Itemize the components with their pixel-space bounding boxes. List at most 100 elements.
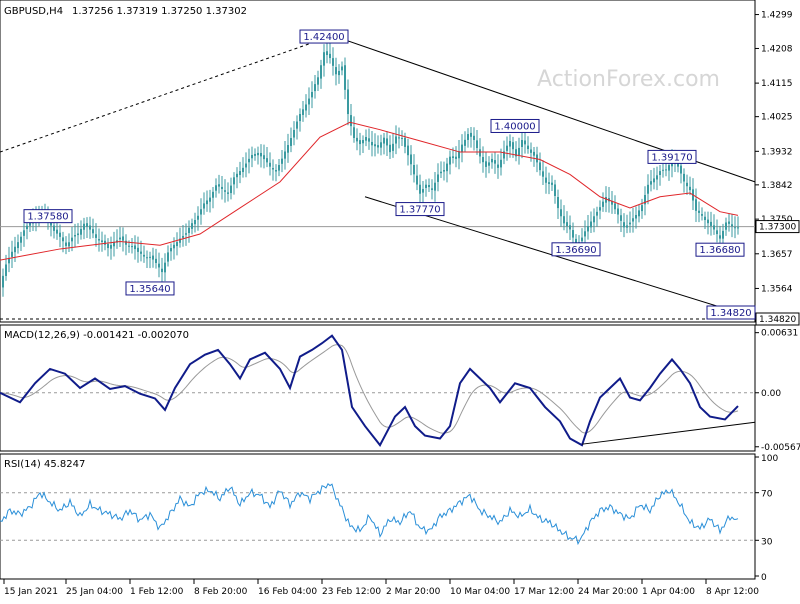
candle-body	[260, 152, 262, 157]
x-axis-label: 1 Apr 04:00	[642, 587, 695, 597]
price-panel[interactable]	[0, 0, 756, 323]
candle-body	[632, 218, 634, 222]
candle-body	[191, 223, 193, 229]
candle-body	[716, 230, 718, 235]
x-axis-label: 10 Mar 04:00	[450, 587, 510, 597]
x-axis-label: 1 Feb 12:00	[130, 587, 184, 597]
candle-body	[719, 235, 721, 239]
candle-body	[545, 177, 547, 183]
rsi-axis-label: 0	[761, 573, 767, 583]
candle-body	[134, 245, 136, 250]
candle-body	[146, 257, 148, 259]
price-annotation-label: 1.36680	[699, 245, 740, 256]
x-axis-label: 23 Feb 12:00	[322, 587, 381, 597]
candle-body	[677, 162, 679, 167]
price-annotation-box	[695, 242, 745, 257]
candle-body	[551, 182, 553, 185]
candle-body	[278, 165, 280, 171]
candle-body	[380, 142, 382, 148]
candle-body	[557, 196, 559, 209]
price-annotation-box	[395, 202, 445, 217]
candle-body	[614, 203, 616, 210]
candle-body	[422, 189, 424, 193]
candle-body	[176, 242, 178, 247]
candle-body	[65, 242, 67, 246]
rsi-panel[interactable]	[0, 453, 756, 580]
candle-body	[326, 51, 328, 56]
candle-body	[272, 167, 274, 170]
candle-body	[227, 192, 229, 194]
price-annotation-box	[490, 118, 540, 133]
candle-body	[110, 245, 112, 249]
price-axis-label: 1.4025	[761, 113, 793, 123]
candle-body	[53, 225, 55, 231]
rsi-label: RSI(14) 45.8247	[4, 459, 85, 470]
candle-body	[683, 173, 685, 182]
candle-body	[518, 147, 520, 156]
x-axis-label: 8 Apr 12:00	[706, 587, 759, 597]
candle-body	[353, 127, 355, 139]
candle-body	[563, 216, 565, 224]
candle-body	[542, 171, 544, 177]
candle-body	[194, 220, 196, 225]
moving-average-line	[0, 121, 739, 261]
candle-body	[392, 143, 394, 151]
macd-panel[interactable]	[0, 324, 756, 452]
candle-body	[206, 200, 208, 205]
candle-body	[188, 227, 190, 234]
candle-body	[254, 153, 256, 156]
candle-body	[335, 67, 337, 75]
candle-body	[377, 145, 379, 148]
candle-body	[296, 121, 298, 129]
candle-body	[287, 145, 289, 153]
candle-body	[233, 177, 235, 185]
candle-body	[224, 190, 226, 192]
candle-body	[419, 184, 421, 194]
candle-body	[152, 255, 154, 260]
candle-body	[251, 154, 253, 159]
candle-body	[728, 221, 730, 224]
candle-body	[554, 184, 556, 197]
macd-layer	[0, 334, 756, 447]
candle-body	[119, 237, 121, 240]
candle-body	[416, 175, 418, 185]
candle-body	[707, 219, 709, 224]
price-annotation-box	[299, 29, 349, 44]
candle-body	[389, 144, 391, 153]
candle-body	[92, 229, 94, 234]
price-layer: 1.42400 1.37580 1.35640 1.37770 1.40000 1.366…	[0, 29, 756, 320]
candle-body	[476, 140, 478, 149]
candle-body	[131, 246, 133, 248]
candle-body	[383, 137, 385, 144]
candle-body	[590, 221, 592, 228]
candle-body	[647, 184, 649, 194]
candle-body	[533, 151, 535, 156]
candle-body	[581, 237, 583, 242]
candle-body	[266, 158, 268, 163]
candle-body	[515, 149, 517, 157]
candle-body	[11, 251, 13, 257]
candle-body	[446, 163, 448, 172]
macd-axis-label: 0.00	[761, 389, 781, 399]
candle-body	[467, 134, 469, 140]
candle-body	[365, 137, 367, 141]
candle-body	[77, 233, 79, 236]
candle-body	[308, 98, 310, 105]
candle-body	[107, 243, 109, 249]
price-annotation-box	[551, 242, 601, 257]
candle-body	[386, 138, 388, 146]
current-price-label: 1.37300	[759, 223, 796, 233]
candle-body	[503, 151, 505, 159]
candle-body	[668, 165, 670, 171]
rsi-line	[0, 483, 739, 546]
candle-body	[428, 185, 430, 188]
candle-body	[479, 149, 481, 157]
candle-body	[605, 196, 607, 203]
candle-body	[455, 156, 457, 159]
candle-body	[434, 182, 436, 191]
price-annotation-box	[647, 149, 697, 164]
candle-body	[104, 240, 106, 245]
price-axis-label: 1.4299	[761, 11, 793, 21]
